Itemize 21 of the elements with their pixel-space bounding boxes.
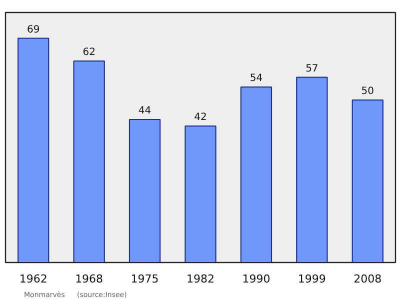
bar — [128, 119, 161, 262]
bar — [296, 76, 328, 262]
data-label: 57 — [306, 63, 318, 74]
bar — [73, 60, 105, 262]
bar — [18, 38, 50, 262]
data-label: 44 — [138, 106, 152, 117]
data-label: 50 — [361, 86, 374, 98]
bar — [184, 126, 216, 262]
x-tick-label: 1975 — [130, 272, 159, 286]
x-tick-label: 1968 — [75, 272, 104, 286]
bar — [352, 100, 384, 262]
x-tick-label: 1962 — [19, 272, 48, 286]
x-tick-label: 1990 — [242, 272, 270, 286]
x-tick-label: 1999 — [298, 272, 326, 286]
bar — [240, 86, 272, 262]
x-tick-label: 1982 — [186, 272, 215, 286]
data-label: 54 — [250, 73, 263, 84]
x-tick-label: 2008 — [354, 272, 382, 286]
data-label: 62 — [82, 47, 96, 58]
data-label: 42 — [194, 112, 207, 124]
data-label: 69 — [26, 24, 40, 36]
